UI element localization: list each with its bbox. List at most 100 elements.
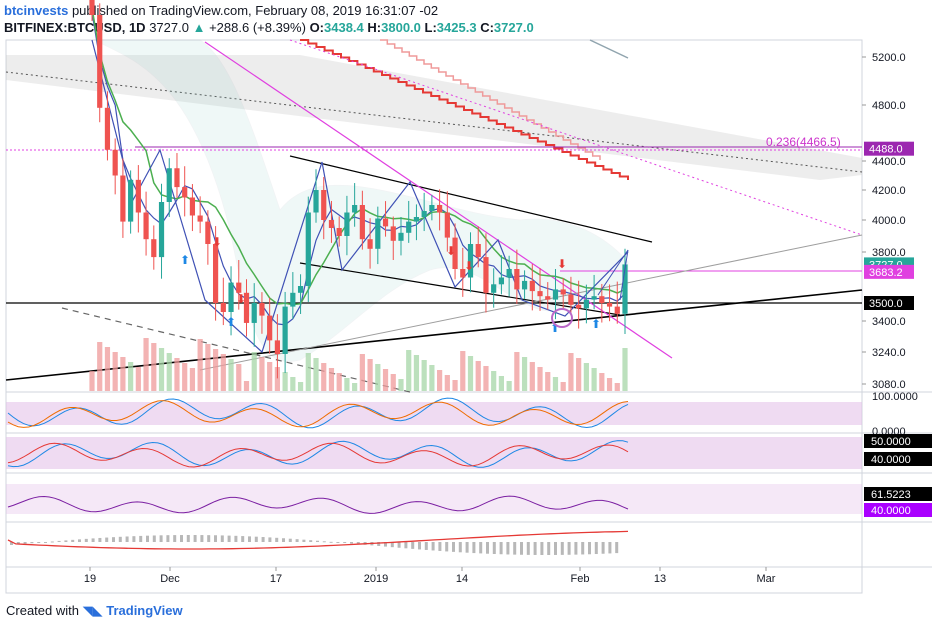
macd-bar (581, 542, 585, 555)
volume-bar (313, 358, 319, 391)
candle-body (437, 205, 443, 213)
x-tick-label: 17 (270, 573, 282, 585)
macd-bar (492, 542, 496, 554)
candle-body (506, 269, 512, 278)
zigzag-line (91, 39, 629, 354)
macd-bar (146, 535, 149, 542)
candle-body (583, 299, 589, 309)
macd-bar (302, 539, 306, 542)
y-tick-label: 4000.0 (872, 215, 906, 227)
price-axis[interactable]: 5200.0 4800.0 4400.0 4200.0 4000.0 3800.0 3400… (862, 52, 906, 391)
candle-body (282, 306, 288, 354)
macd-bar (350, 542, 353, 544)
x-tick-label: Feb (571, 573, 590, 585)
macd-bar (227, 535, 231, 542)
tradingview-logo-icon: ◥◣ (82, 603, 103, 618)
macd-bar (336, 542, 340, 543)
sell-arrow-icon: ⬇ (212, 235, 222, 249)
candle-body (568, 294, 574, 305)
time-axis[interactable]: 19 Dec 17 2019 14 Feb 13 Mar (84, 567, 776, 585)
candle-body (406, 221, 412, 233)
macd-bar (404, 542, 408, 549)
signal-arrows: ⬆ ⬇ ⬆ ⬇ ⬇ ⬇ ⬇ ⬆ ⬆ (180, 235, 601, 335)
low-label: L: (424, 20, 437, 35)
volume-bar (359, 354, 365, 391)
macd-bar (112, 537, 115, 542)
candle-body (182, 187, 188, 198)
macd-bar (64, 540, 68, 542)
macd-bar (424, 542, 428, 550)
macd-bar (105, 537, 109, 542)
macd-bar (207, 535, 211, 542)
candle-body (475, 244, 481, 258)
volume-bar (158, 348, 165, 391)
candle-body (491, 284, 497, 293)
volume-bar (467, 356, 474, 391)
buy-arrow-icon: ⬆ (180, 253, 190, 267)
candle-body (537, 291, 543, 297)
macd-bar (608, 542, 612, 554)
volume-bar (197, 339, 203, 391)
sell-arrow-icon: ⬇ (236, 292, 246, 306)
price-label-bg (864, 296, 914, 310)
volume-bar (498, 376, 505, 391)
candle-body (336, 228, 342, 236)
candle-body (267, 315, 273, 341)
volume-bar (521, 357, 528, 391)
gray-trendline (199, 234, 863, 371)
macd-bar (44, 542, 47, 543)
footer: Created with ◥◣ TradingView (6, 603, 183, 619)
volume-bar (398, 379, 404, 391)
osc-label-bg (864, 434, 932, 448)
volume-bars (89, 338, 628, 391)
volume-bar (151, 343, 157, 391)
volume-bar (97, 342, 103, 391)
candle-body (97, 15, 103, 108)
volume-bar (583, 363, 589, 391)
macd-bar (220, 535, 224, 542)
x-tick-label: 14 (456, 573, 468, 585)
volume-bar (576, 358, 582, 391)
macd-bar (486, 542, 489, 554)
volume-bar (251, 352, 257, 391)
macd-line (7, 530, 629, 550)
created-with-text: Created with (6, 603, 79, 618)
osc-blue-line (7, 440, 629, 468)
dotted-trendline (5, 71, 863, 173)
volume-bar (599, 373, 605, 391)
macd-bar (275, 537, 279, 542)
volume-bar (297, 382, 304, 391)
y-tick-label: 4800.0 (872, 100, 906, 112)
author-name[interactable]: btcinvests (4, 3, 69, 18)
macd-bar (418, 542, 421, 550)
volume-bar (274, 367, 280, 391)
volume-bar (189, 368, 196, 391)
y-tick-label: 3800.0 (872, 247, 906, 259)
candle-body (452, 237, 458, 269)
candle-body (622, 264, 628, 314)
macd-bar (84, 538, 88, 542)
volume-bar (506, 381, 512, 391)
macd-bar (16, 542, 20, 545)
candle-body (390, 226, 396, 241)
macd-bar (234, 535, 238, 542)
candle-body (251, 303, 257, 323)
volume-bar (406, 350, 412, 391)
macd-bar (390, 542, 394, 548)
macd-bar (513, 542, 517, 555)
candle-body (220, 303, 226, 312)
macd-bar (533, 542, 537, 555)
candle-body (483, 257, 489, 293)
publish-line: btcinvests published on TradingView.com,… (4, 3, 438, 18)
candle-body (158, 202, 165, 258)
macd-bar (438, 542, 442, 551)
close-value: 3727.0 (493, 20, 534, 35)
macd-bar (241, 536, 245, 542)
y-tick-label: 4200.0 (872, 185, 906, 197)
tradingview-brand[interactable]: TradingView (106, 603, 183, 618)
stoch-d-line (7, 400, 629, 428)
macd-bar (98, 537, 102, 542)
macd-bar (214, 535, 217, 542)
macd-bar (431, 542, 435, 551)
